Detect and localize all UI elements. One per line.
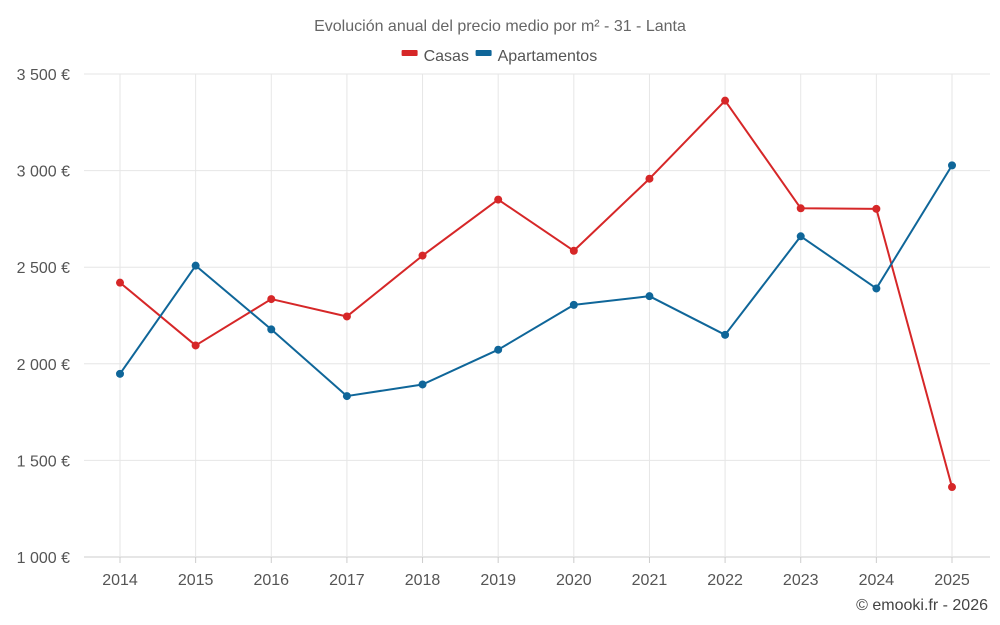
data-point-casas[interactable] <box>569 246 578 255</box>
series-line-apartamentos <box>119 164 953 398</box>
data-point-apartamentos[interactable] <box>418 380 427 389</box>
data-point-casas[interactable] <box>342 312 351 321</box>
data-point-casas[interactable] <box>645 174 654 183</box>
y-tick-label: 3 500 € <box>17 67 70 84</box>
data-point-apartamentos[interactable] <box>796 232 805 241</box>
chart-title: Evolución anual del precio medio por m² … <box>314 18 686 35</box>
x-axis: 2014 2015 2016 2017 2018 2019 2020 2021 2022 2023… <box>102 572 970 589</box>
series-layer <box>116 96 956 492</box>
grid <box>84 73 990 563</box>
legend-item-apartamentos[interactable]: Apartamentos <box>475 48 598 65</box>
y-tick-label: 1 000 € <box>17 550 70 567</box>
x-tick-label: 2014 <box>102 572 138 589</box>
x-tick-label: 2023 <box>783 572 819 589</box>
x-tick-label: 2024 <box>859 572 895 589</box>
data-point-casas[interactable] <box>191 341 200 350</box>
legend-swatch <box>475 50 492 56</box>
data-point-casas[interactable] <box>116 278 124 287</box>
data-point-apartamentos[interactable] <box>645 292 654 301</box>
x-tick-label: 2017 <box>329 572 365 589</box>
x-tick-label: 2016 <box>253 572 289 589</box>
x-tick-label: 2020 <box>556 572 592 589</box>
series-line-casas <box>119 99 953 488</box>
legend-label: Casas <box>424 48 469 65</box>
data-point-apartamentos[interactable] <box>342 392 351 401</box>
x-tick-label: 2015 <box>178 572 214 589</box>
data-point-casas[interactable] <box>796 204 805 213</box>
data-point-apartamentos[interactable] <box>569 300 578 309</box>
series-casas <box>116 96 956 492</box>
x-tick-label: 2022 <box>707 572 743 589</box>
y-axis: 1 000 € 1 500 € 2 000 € 2 500 € 3 000 € 3 500… <box>17 67 70 567</box>
data-point-casas[interactable] <box>494 195 503 204</box>
x-tick-label: 2021 <box>632 572 668 589</box>
data-point-casas[interactable] <box>721 96 730 105</box>
data-point-apartamentos[interactable] <box>948 161 956 170</box>
series-apartamentos <box>116 161 956 401</box>
x-tick-label: 2019 <box>480 572 516 589</box>
data-point-apartamentos[interactable] <box>267 325 276 334</box>
x-tick-label: 2018 <box>405 572 441 589</box>
credit-text: © emooki.fr - 2026 <box>856 597 988 614</box>
data-point-casas[interactable] <box>267 295 276 304</box>
y-tick-label: 1 500 € <box>17 453 70 470</box>
data-point-apartamentos[interactable] <box>494 345 503 354</box>
x-tick-label: 2025 <box>934 572 970 589</box>
legend-item-casas[interactable]: Casas <box>401 48 469 65</box>
data-point-apartamentos[interactable] <box>872 284 881 293</box>
y-tick-label: 2 000 € <box>17 357 70 374</box>
data-point-apartamentos[interactable] <box>116 369 124 378</box>
data-point-casas[interactable] <box>948 483 956 492</box>
data-point-casas[interactable] <box>418 251 427 260</box>
legend-swatch <box>401 50 418 56</box>
data-point-apartamentos[interactable] <box>721 330 730 339</box>
y-tick-label: 3 000 € <box>17 164 70 181</box>
data-point-casas[interactable] <box>872 204 881 213</box>
data-point-apartamentos[interactable] <box>191 261 200 270</box>
legend: Casas Apartamentos <box>401 48 598 65</box>
legend-label: Apartamentos <box>498 48 598 65</box>
y-tick-label: 2 500 € <box>17 260 70 277</box>
